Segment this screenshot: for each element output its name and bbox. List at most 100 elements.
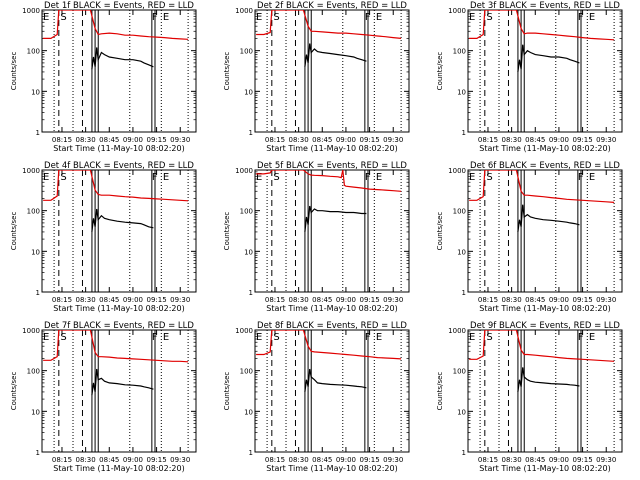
marker-letter: E (256, 172, 262, 183)
x-tick-label: 09:15 (359, 296, 379, 304)
x-tick-label: 09:15 (572, 456, 592, 464)
x-axis-label: Start Time (11-May-10 08:02:20) (53, 144, 184, 153)
series-events-line (91, 208, 154, 232)
x-tick-label: 08:15 (265, 456, 285, 464)
y-tick-label: 1000 (235, 327, 253, 335)
x-tick-label: 09:15 (572, 136, 592, 144)
x-tick-label: 08:45 (312, 136, 332, 144)
series-events-line (517, 367, 580, 392)
y-tick-label: 100 (453, 208, 466, 216)
x-tick-label: 09:15 (146, 136, 166, 144)
x-tick-label: 09:30 (596, 456, 616, 464)
marker-letter: E (376, 172, 382, 183)
marker-letter: E (589, 172, 595, 183)
y-axis-label: Counts/sec (436, 212, 444, 251)
x-tick-label: 08:15 (52, 296, 72, 304)
x-tick-label: 09:15 (146, 296, 166, 304)
plot-frame (254, 169, 410, 293)
y-tick-label: 1 (36, 129, 40, 137)
y-axis-label: Counts/sec (10, 52, 18, 91)
x-tick-label: 08:15 (52, 136, 72, 144)
panel-title: Det 8f BLACK = Events, RED = LLD (257, 321, 407, 331)
x-tick-label: 09:30 (383, 456, 403, 464)
marker-letter: F (365, 172, 371, 183)
x-tick-label: 08:45 (99, 136, 119, 144)
plot-frame (254, 9, 410, 133)
panel-title: Det 6f BLACK = Events, RED = LLD (470, 161, 620, 171)
panel-1: Det 1f BLACK = Events, RED = LLD 1 10 100 10… (10, 1, 197, 153)
series-lld-line (43, 170, 189, 202)
x-axis-label: Start Time (11-May-10 08:02:20) (266, 144, 397, 153)
x-tick-label: 09:00 (123, 296, 143, 304)
series-lld-line (43, 10, 189, 40)
y-axis-label: Counts/sec (223, 372, 231, 411)
x-tick-label: 08:15 (265, 296, 285, 304)
marker-letter: E (163, 12, 169, 23)
y-tick-label: 1 (36, 289, 40, 297)
x-tick-label: 08:30 (76, 136, 96, 144)
marker-letter: S (273, 332, 279, 343)
y-tick-label: 1 (249, 449, 253, 457)
series-lld-line (469, 10, 615, 41)
x-axis-label: Start Time (11-May-10 08:02:20) (266, 464, 397, 473)
x-tick-label: 08:15 (265, 136, 285, 144)
series-events-line (517, 44, 580, 72)
y-tick-label: 10 (31, 408, 40, 416)
y-axis-label: Counts/sec (223, 52, 231, 91)
marker-letter: S (486, 12, 492, 23)
marker-letter: S (486, 172, 492, 183)
x-tick-label: 09:00 (123, 136, 143, 144)
marker-letter: F (365, 12, 371, 23)
series-lld-line (469, 330, 615, 362)
marker-letter: F (578, 12, 584, 23)
y-tick-label: 1 (249, 129, 253, 137)
x-tick-label: 08:30 (289, 136, 309, 144)
marker-letter: S (60, 12, 66, 23)
marker-letter: E (376, 12, 382, 23)
x-tick-label: 08:45 (99, 296, 119, 304)
y-tick-label: 1000 (22, 7, 40, 15)
y-tick-label: 1000 (22, 167, 40, 175)
x-tick-label: 08:15 (478, 456, 498, 464)
marker-letter: E (469, 172, 475, 183)
y-tick-label: 10 (244, 408, 253, 416)
x-tick-label: 08:15 (478, 296, 498, 304)
series-events-line (304, 43, 367, 67)
y-tick-label: 1000 (22, 327, 40, 335)
marker-letter: E (256, 12, 262, 23)
x-tick-label: 08:45 (312, 296, 332, 304)
series-lld-line (469, 170, 615, 203)
marker-letter: E (43, 12, 49, 23)
series-lld-line (256, 330, 402, 360)
marker-letter: E (469, 332, 475, 343)
marker-letter: S (273, 12, 279, 23)
marker-letter: E (589, 12, 595, 23)
y-tick-label: 100 (453, 48, 466, 56)
x-tick-label: 08:30 (76, 456, 96, 464)
y-tick-label: 1 (462, 129, 466, 137)
y-axis-label: Counts/sec (436, 372, 444, 411)
plot-frame (41, 9, 197, 133)
x-tick-label: 09:15 (359, 136, 379, 144)
y-tick-label: 100 (27, 48, 40, 56)
marker-letter: E (43, 172, 49, 183)
y-tick-label: 100 (27, 208, 40, 216)
y-tick-label: 10 (457, 408, 466, 416)
x-tick-label: 08:30 (502, 296, 522, 304)
y-tick-label: 100 (240, 368, 253, 376)
y-axis-label: Counts/sec (436, 52, 444, 91)
y-tick-label: 1000 (448, 167, 466, 175)
y-tick-label: 1000 (235, 7, 253, 15)
x-tick-label: 08:30 (289, 456, 309, 464)
panel-title: Det 5f BLACK = Events, RED = LLD (257, 161, 407, 171)
x-tick-label: 09:30 (170, 136, 190, 144)
plot-frame (254, 329, 410, 453)
x-tick-label: 09:30 (170, 296, 190, 304)
y-tick-label: 1000 (235, 167, 253, 175)
x-axis-label: Start Time (11-May-10 08:02:20) (479, 304, 610, 313)
y-tick-label: 1 (462, 449, 466, 457)
x-tick-label: 09:15 (572, 296, 592, 304)
y-tick-label: 1 (36, 449, 40, 457)
y-tick-label: 10 (457, 88, 466, 96)
